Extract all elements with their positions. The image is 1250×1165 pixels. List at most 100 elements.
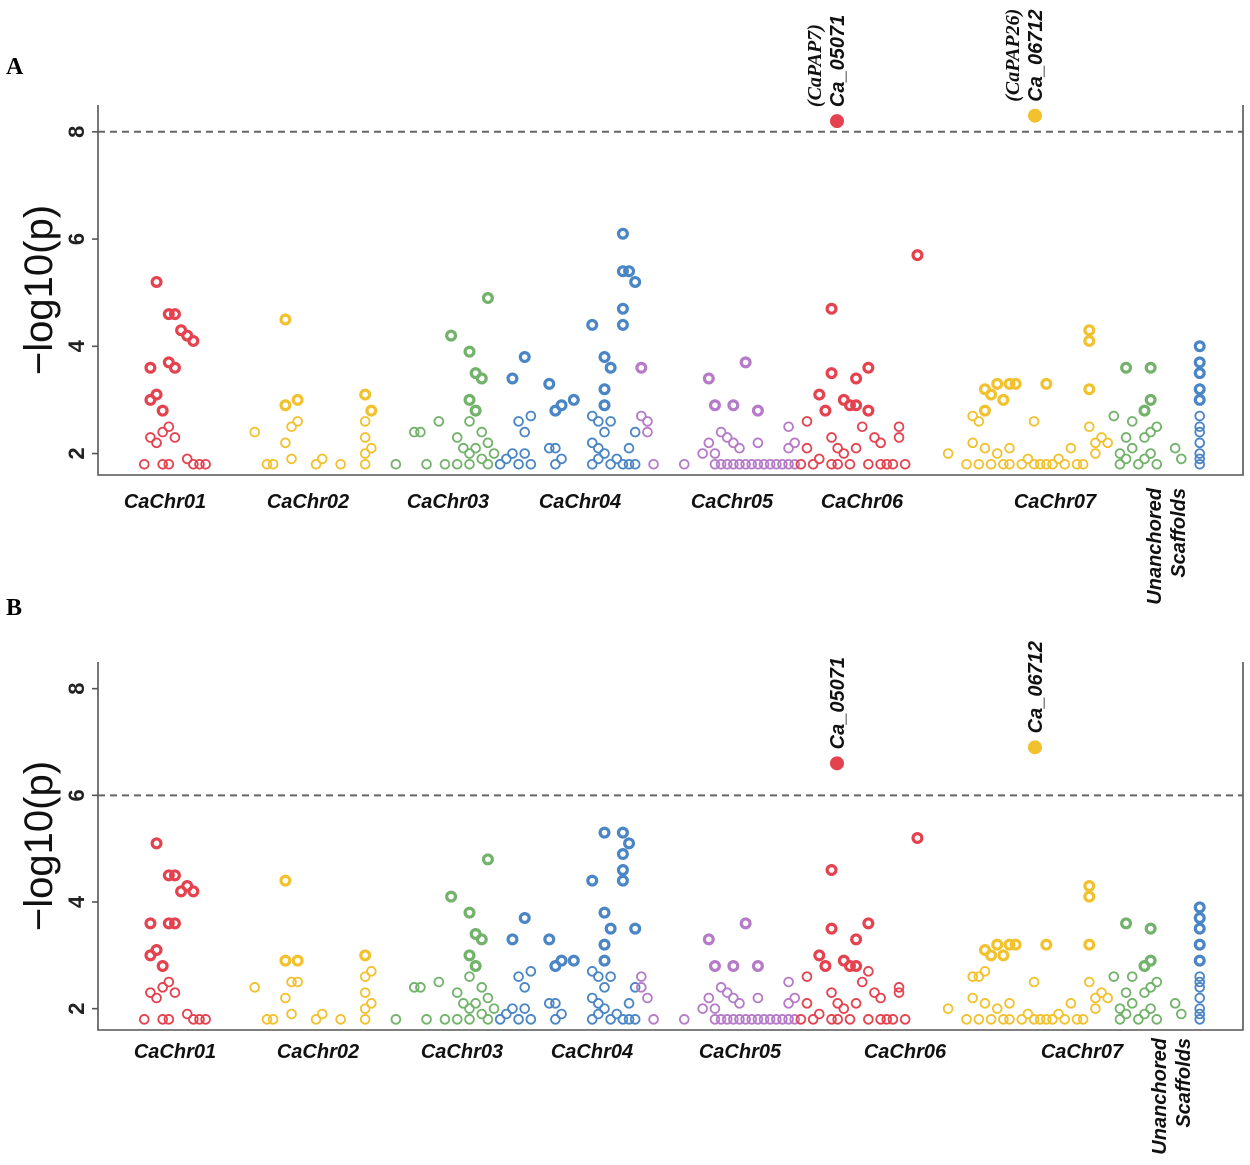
data-point (292, 416, 303, 427)
data-point (734, 1014, 745, 1025)
data-point (138, 458, 150, 470)
data-point (838, 1003, 850, 1014)
data-point (751, 404, 764, 417)
data-point (261, 1014, 273, 1025)
data-point (739, 917, 752, 930)
data-point (310, 1014, 322, 1025)
data-point (708, 399, 721, 412)
data-point (286, 976, 297, 988)
data-point (702, 933, 715, 946)
data-point (709, 458, 721, 470)
data-point (783, 458, 794, 470)
data-point (543, 998, 555, 1009)
data-point (543, 933, 556, 946)
data-point (513, 416, 524, 427)
data-point (543, 442, 555, 454)
data-point (1194, 421, 1206, 433)
data-point (838, 448, 850, 459)
data-point (752, 437, 764, 449)
data-point (598, 906, 611, 919)
data-point (482, 1014, 494, 1025)
data-point (740, 458, 751, 470)
data-point (286, 421, 297, 433)
data-point (1077, 1014, 1089, 1025)
data-point (469, 959, 482, 972)
data-point (967, 410, 978, 422)
data-point (593, 998, 604, 1009)
data-point (599, 1003, 610, 1014)
data-point (1138, 404, 1151, 417)
data-point (586, 992, 598, 1004)
data-point (813, 453, 825, 465)
data-point (623, 442, 635, 454)
data-point (1071, 458, 1083, 470)
data-point (194, 1014, 205, 1025)
data-point (709, 448, 721, 459)
data-point (599, 448, 610, 459)
data-point (1145, 982, 1156, 993)
data-point (168, 917, 181, 930)
data-point (513, 971, 524, 982)
data-point (893, 987, 905, 998)
data-point (593, 416, 604, 427)
data-point (1059, 1014, 1071, 1025)
data-point (893, 432, 905, 443)
data-point (1193, 340, 1206, 353)
data-point (316, 1008, 328, 1020)
data-point (1194, 437, 1206, 449)
data-point (702, 372, 715, 385)
data-point (869, 432, 880, 443)
data-point (451, 1014, 463, 1025)
data-point (1193, 938, 1206, 951)
data-point (1041, 1014, 1052, 1025)
data-point (157, 982, 168, 993)
data-point (476, 982, 488, 993)
data-point (985, 949, 998, 962)
data-point (715, 426, 727, 438)
data-point (567, 954, 580, 967)
chromosome-label: CaChr03 (407, 491, 489, 513)
data-point (1034, 1014, 1046, 1025)
data-point (604, 922, 617, 935)
data-point (825, 922, 838, 935)
data-point (249, 426, 261, 438)
data-point (801, 416, 813, 427)
data-point (998, 1014, 1009, 1025)
data-point (819, 959, 832, 972)
data-point (709, 1003, 721, 1014)
data-point (1047, 458, 1058, 470)
data-point (991, 938, 1004, 951)
data-point (556, 453, 567, 465)
data-point (519, 426, 531, 438)
data-point (850, 933, 863, 946)
data-point (605, 458, 616, 470)
data-point (961, 1014, 972, 1025)
data-point (550, 1014, 561, 1025)
data-point (616, 826, 629, 839)
panel-letter: B (6, 595, 22, 621)
data-point (617, 458, 629, 470)
data-point (1194, 971, 1206, 982)
data-point (261, 458, 273, 470)
data-point (826, 458, 837, 470)
data-point (997, 393, 1010, 406)
data-point (1139, 432, 1150, 443)
data-point (481, 292, 494, 305)
data-point (507, 448, 518, 459)
data-point (525, 966, 537, 977)
data-point (1102, 992, 1113, 1004)
data-point (617, 1014, 629, 1025)
data-point (611, 1008, 623, 1020)
data-point (1090, 992, 1101, 1004)
data-point (1083, 976, 1095, 988)
data-point (819, 404, 832, 417)
data-point (985, 1014, 997, 1025)
data-point (586, 966, 598, 977)
data-point (746, 1014, 758, 1025)
data-point (783, 421, 794, 433)
y-tick-label: 2 (64, 1003, 89, 1015)
data-point (359, 987, 371, 998)
data-point (825, 302, 838, 315)
data-point (911, 831, 924, 844)
